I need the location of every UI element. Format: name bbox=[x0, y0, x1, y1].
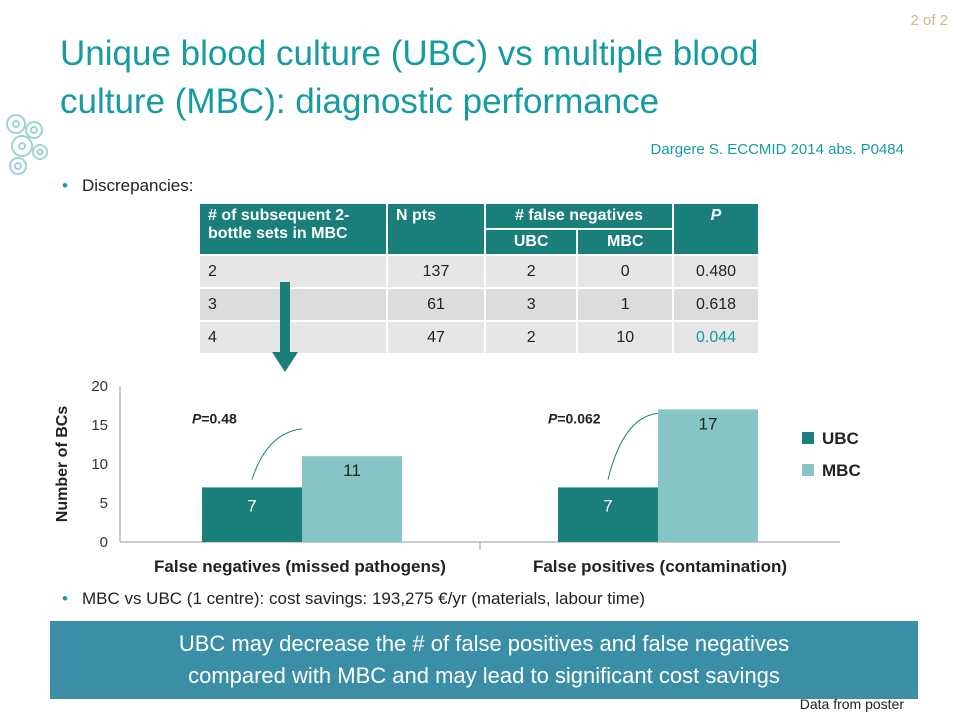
table-cell: 10 bbox=[576, 320, 674, 355]
title-line-2: culture (MBC): diagnostic performance bbox=[60, 82, 660, 121]
legend-label: MBC bbox=[822, 461, 861, 480]
table-cell: 3 bbox=[483, 287, 579, 322]
header-mbc: MBC bbox=[576, 228, 674, 256]
p-value-annotation: P=0.062 bbox=[548, 410, 601, 426]
source-note: Data from poster bbox=[799, 696, 904, 712]
table-cell: 3 bbox=[198, 287, 388, 322]
bullet-cost-savings: • MBC vs UBC (1 centre): cost savings: 19… bbox=[62, 589, 645, 609]
data-label: 7 bbox=[603, 496, 612, 515]
page-title: Unique blood culture (UBC) vs multiple b… bbox=[60, 30, 920, 126]
y-tick-label: 15 bbox=[91, 417, 108, 434]
table-cell: 0.480 bbox=[672, 254, 760, 289]
bullet-text: Discrepancies: bbox=[81, 176, 194, 195]
annotation-connector bbox=[251, 428, 303, 480]
x-tick-label: False negatives (missed pathogens) bbox=[154, 557, 446, 576]
header-n-pts: N pts bbox=[386, 202, 486, 256]
bar-ubc bbox=[202, 487, 302, 542]
callout-line-1: UBC may decrease the # of false positive… bbox=[178, 631, 790, 656]
bar-mbc bbox=[658, 409, 758, 542]
table-cell: 2 bbox=[198, 254, 388, 289]
table-cell: 61 bbox=[386, 287, 486, 322]
x-tick-label: False positives (contamination) bbox=[533, 557, 787, 576]
legend-swatch bbox=[802, 432, 814, 444]
table-cell: 1 bbox=[576, 287, 674, 322]
table-cell: 137 bbox=[386, 254, 486, 289]
bar-ubc bbox=[558, 487, 658, 542]
table-cell: 2 bbox=[483, 320, 579, 355]
header-ubc: UBC bbox=[483, 228, 579, 256]
table-row: 4 47 2 10 0.044 bbox=[198, 320, 760, 355]
bullet-dot-icon: • bbox=[62, 589, 68, 608]
bullet-text: MBC vs UBC (1 centre): cost savings: 193… bbox=[81, 589, 646, 608]
data-label: 7 bbox=[247, 496, 256, 515]
table-cell: 0.618 bbox=[672, 287, 760, 322]
table-cell-significant: 0.044 bbox=[672, 320, 760, 355]
table-row: 2 137 2 0 0.480 bbox=[198, 254, 760, 289]
header-p: P bbox=[672, 202, 760, 256]
y-tick-label: 0 bbox=[100, 534, 108, 551]
header-false-negatives: # false negatives bbox=[484, 202, 674, 230]
table-row: 3 61 3 1 0.618 bbox=[198, 287, 760, 322]
table-cell: 47 bbox=[386, 320, 486, 355]
annotation-connector bbox=[607, 412, 659, 480]
bullet-discrepancies: • Discrepancies: bbox=[62, 176, 193, 196]
callout-line-2: compared with MBC and may lead to signif… bbox=[188, 663, 780, 688]
table-cell: 4 bbox=[198, 320, 388, 355]
discrepancy-table: # of subsequent 2-bottle sets in MBC N p… bbox=[198, 202, 760, 355]
y-tick-label: 10 bbox=[91, 456, 108, 473]
page-number: 2 of 2 bbox=[910, 12, 948, 29]
decorative-flower-icon bbox=[6, 114, 48, 175]
table-subheader-row: UBC MBC bbox=[199, 228, 759, 256]
legend-label: UBC bbox=[822, 429, 859, 448]
y-axis-label: Number of BCs bbox=[54, 406, 71, 523]
reference-citation: Dargere S. ECCMID 2014 abs. P0484 bbox=[650, 141, 904, 158]
arrow-down-icon bbox=[272, 282, 298, 372]
legend-swatch bbox=[802, 464, 814, 476]
header-subsequent-sets: # of subsequent 2-bottle sets in MBC bbox=[198, 202, 388, 256]
bar-chart: 0 5 10 15 20 Number of BCs 7 11 False negatives … bbox=[54, 378, 861, 576]
p-value-annotation: P=0.48 bbox=[192, 410, 237, 426]
table-cell: 0 bbox=[576, 254, 674, 289]
table-cell: 2 bbox=[483, 254, 579, 289]
y-tick-label: 5 bbox=[100, 495, 108, 512]
data-label: 11 bbox=[343, 461, 361, 480]
data-label: 17 bbox=[699, 414, 718, 433]
table-header-row: # of subsequent 2-bottle sets in MBC N p… bbox=[198, 202, 760, 256]
bar-mbc bbox=[302, 456, 402, 542]
title-line-1: Unique blood culture (UBC) vs multiple b… bbox=[60, 34, 759, 73]
bullet-dot-icon: • bbox=[62, 176, 68, 195]
conclusion-callout: UBC may decrease the # of false positive… bbox=[50, 621, 918, 699]
y-tick-label: 20 bbox=[91, 378, 108, 395]
